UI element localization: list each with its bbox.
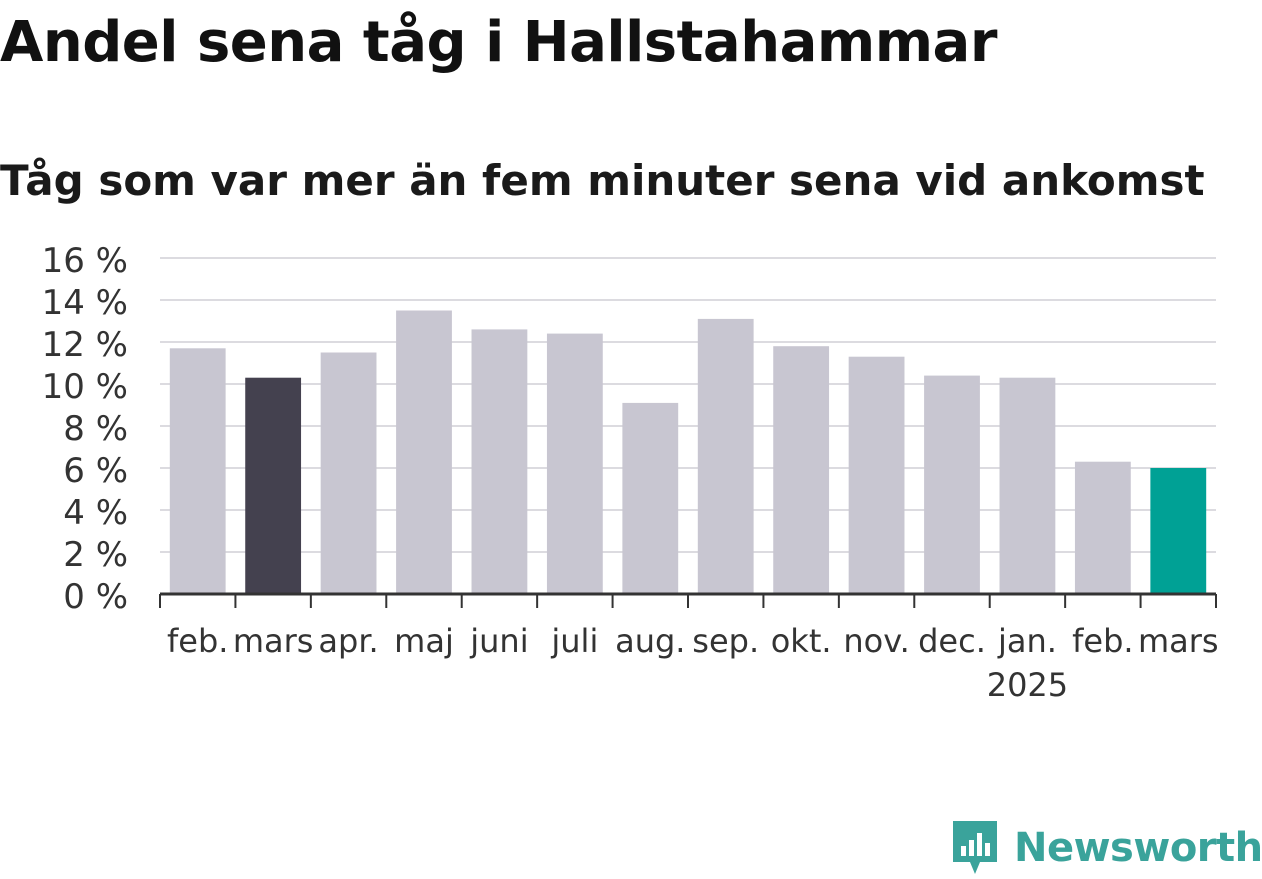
newsworthy-logo: Newsworthy <box>950 818 1262 878</box>
y-tick-label: 16 % <box>42 241 128 281</box>
bar-13 <box>1150 468 1207 594</box>
x-tick-label: sep. <box>692 622 759 660</box>
x-tick-label: apr. <box>318 622 378 660</box>
y-tick-label: 2 % <box>63 535 128 575</box>
year-label: 2025 <box>987 666 1068 704</box>
y-tick-label: 12 % <box>42 325 128 365</box>
bar-7 <box>697 318 754 594</box>
x-tick-label: juli <box>550 622 598 660</box>
x-tick-label: dec. <box>918 622 986 660</box>
bar-4 <box>471 329 528 594</box>
newsworthy-logo-icon <box>953 821 997 874</box>
x-tick-label: feb. <box>1072 622 1133 660</box>
bar-1 <box>245 377 302 594</box>
y-tick-label: 4 % <box>63 493 128 533</box>
grid-lines <box>160 257 1216 553</box>
x-tick-label: feb. <box>167 622 228 660</box>
x-tick-label: mars <box>233 622 314 660</box>
chart-subtitle: Tåg som var mer än fem minuter sena vid … <box>0 156 1205 205</box>
x-axis-labels: feb. mars apr. maj juni juli aug. sep. okt. nov. d… <box>167 622 1219 704</box>
bar-5 <box>546 333 603 594</box>
x-tick-label: maj <box>394 622 454 660</box>
x-tick-label: mars <box>1138 622 1219 660</box>
x-tick-label: jan. <box>997 622 1057 660</box>
bar-9 <box>848 356 905 594</box>
x-tick-label: juni <box>469 622 528 660</box>
chart-title: Andel sena tåg i Hallstahammar <box>0 10 997 75</box>
y-tick-label: 10 % <box>42 367 128 407</box>
bar-11 <box>999 377 1056 594</box>
y-tick-label: 0 % <box>63 577 128 617</box>
bar-2 <box>320 352 377 594</box>
brand-name: Newsworthy <box>1014 825 1262 871</box>
y-tick-label: 6 % <box>63 451 128 491</box>
y-tick-label: 8 % <box>63 409 128 449</box>
bar-8 <box>773 346 830 594</box>
bar-12 <box>1074 461 1131 594</box>
y-tick-label: 14 % <box>42 283 128 323</box>
x-tick-label: okt. <box>771 622 832 660</box>
bars <box>169 310 1207 594</box>
y-axis-labels: 0 %2 %4 %6 %8 %10 %12 %14 %16 % <box>42 241 128 617</box>
x-axis <box>159 592 1217 608</box>
bar-3 <box>396 310 452 594</box>
bar-6 <box>622 402 679 594</box>
x-tick-label: aug. <box>615 622 685 660</box>
bar-10 <box>924 375 980 594</box>
x-tick-label: nov. <box>843 622 909 660</box>
bar-0 <box>169 348 226 594</box>
